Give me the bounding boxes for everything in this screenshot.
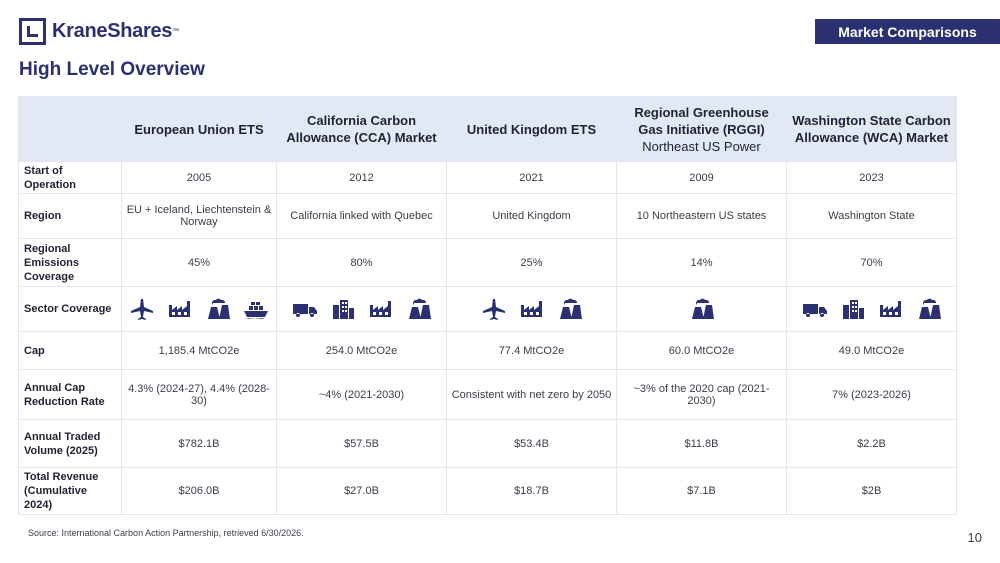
factory-icon	[167, 297, 193, 321]
sector-cell	[276, 286, 447, 332]
page-title: High Level Overview	[19, 59, 205, 80]
table-cell: $206.0B	[121, 467, 277, 515]
page-number: 10	[967, 530, 982, 545]
table-cell: 49.0 MtCO2e	[786, 331, 957, 370]
table-cell: ~3% of the 2020 cap (2021-2030)	[616, 369, 787, 420]
sector-cell	[616, 286, 787, 332]
column-header: Washington State Carbon Allowance (WCA) …	[786, 96, 957, 162]
airplane-icon	[481, 297, 507, 321]
table-row: Total Revenue (Cumulative 2024) $206.0B …	[18, 467, 957, 515]
table-cell: 254.0 MtCO2e	[276, 331, 447, 370]
row-label: Cap	[18, 331, 122, 370]
table-cell: $2.2B	[786, 419, 957, 468]
table-cell: 10 Northeastern US states	[616, 193, 787, 239]
row-label: Annual Traded Volume (2025)	[18, 419, 122, 468]
power-plant-icon	[916, 297, 942, 321]
column-header: Regional Greenhouse Gas Initiative (RGGI…	[616, 96, 787, 162]
sector-icons	[281, 297, 442, 321]
table-cell: 25%	[446, 238, 617, 287]
row-label: Start of Operation	[18, 161, 122, 194]
power-plant-icon	[689, 297, 715, 321]
row-label: Total Revenue (Cumulative 2024)	[18, 467, 122, 515]
table-cell: United Kingdom	[446, 193, 617, 239]
column-header: United Kingdom ETS	[446, 96, 617, 162]
row-label: Sector Coverage	[18, 286, 122, 332]
sector-cell	[786, 286, 957, 332]
table-cell: 45%	[121, 238, 277, 287]
source-note: Source: International Carbon Action Part…	[28, 528, 304, 538]
table-cell: EU + Iceland, Liechtenstein & Norway	[121, 193, 277, 239]
table-cell: $53.4B	[446, 419, 617, 468]
comparison-table: European Union ETS California Carbon All…	[18, 96, 957, 515]
truck-icon	[802, 297, 828, 321]
table-cell: ~4% (2021-2030)	[276, 369, 447, 420]
table-cell: $2B	[786, 467, 957, 515]
brand-name: KraneShares	[52, 20, 173, 42]
table-cell: 7% (2023-2026)	[786, 369, 957, 420]
column-header: European Union ETS	[121, 96, 277, 162]
table-cell: $11.8B	[616, 419, 787, 468]
sector-icons	[451, 297, 612, 321]
factory-icon	[368, 297, 394, 321]
sector-cell	[121, 286, 277, 332]
column-title: Washington State Carbon Allowance (WCA) …	[792, 113, 951, 145]
column-title: Regional Greenhouse Gas Initiative (RGGI…	[634, 104, 769, 137]
column-subtitle: Northeast US Power	[642, 138, 761, 154]
airplane-icon	[129, 297, 155, 321]
section-tag: Market Comparisons	[815, 19, 1000, 44]
header-row: European Union ETS California Carbon All…	[18, 96, 957, 162]
sector-icons	[126, 297, 272, 321]
table-row: Cap 1,185.4 MtCO2e 254.0 MtCO2e 77.4 MtC…	[18, 331, 957, 370]
table-cell: 2005	[121, 161, 277, 194]
table-row: Annual Traded Volume (2025) $782.1B $57.…	[18, 419, 957, 468]
column-title: European Union ETS	[134, 121, 264, 137]
sector-icons	[791, 297, 952, 321]
table-row: Sector Coverage	[18, 286, 957, 332]
table-cell: 2009	[616, 161, 787, 194]
ship-icon	[243, 297, 269, 321]
table-cell: 2012	[276, 161, 447, 194]
table-cell: $782.1B	[121, 419, 277, 468]
row-label: Regional Emissions Coverage	[18, 238, 122, 287]
factory-icon	[519, 297, 545, 321]
table-cell: California linked with Quebec	[276, 193, 447, 239]
trademark: ™	[172, 28, 180, 35]
table-cell: $18.7B	[446, 467, 617, 515]
power-plant-icon	[205, 297, 231, 321]
table-cell: $27.0B	[276, 467, 447, 515]
row-label: Region	[18, 193, 122, 239]
row-label: Annual Cap Reduction Rate	[18, 369, 122, 420]
table-cell: 2021	[446, 161, 617, 194]
table-cell: 2023	[786, 161, 957, 194]
table-cell: 77.4 MtCO2e	[446, 331, 617, 370]
column-header: California Carbon Allowance (CCA) Market	[276, 96, 447, 162]
table-cell: Washington State	[786, 193, 957, 239]
table-cell: 60.0 MtCO2e	[616, 331, 787, 370]
kraneshares-logo: KraneShares ™	[19, 18, 179, 45]
table-row: Regional Emissions Coverage 45% 80% 25% …	[18, 238, 957, 287]
logo-mark-icon	[19, 18, 46, 45]
table-row: Region EU + Iceland, Liechtenstein & Nor…	[18, 193, 957, 239]
table-cell: 80%	[276, 238, 447, 287]
table-cell: 70%	[786, 238, 957, 287]
table-row: Start of Operation 2005 2012 2021 2009 2…	[18, 161, 957, 194]
power-plant-icon	[406, 297, 432, 321]
table-cell: $7.1B	[616, 467, 787, 515]
table-cell: 1,185.4 MtCO2e	[121, 331, 277, 370]
table-cell: Consistent with net zero by 2050	[446, 369, 617, 420]
sector-icons	[621, 297, 782, 321]
table-cell: 14%	[616, 238, 787, 287]
table-cell: 4.3% (2024-27), 4.4% (2028-30)	[121, 369, 277, 420]
factory-icon	[878, 297, 904, 321]
buildings-icon	[330, 297, 356, 321]
power-plant-icon	[557, 297, 583, 321]
column-title: California Carbon Allowance (CCA) Market	[286, 113, 437, 145]
buildings-icon	[840, 297, 866, 321]
corner-cell	[18, 96, 122, 162]
table-cell: $57.5B	[276, 419, 447, 468]
sector-cell	[446, 286, 617, 332]
truck-icon	[292, 297, 318, 321]
table-row: Annual Cap Reduction Rate 4.3% (2024-27)…	[18, 369, 957, 420]
column-title: United Kingdom ETS	[466, 121, 597, 137]
